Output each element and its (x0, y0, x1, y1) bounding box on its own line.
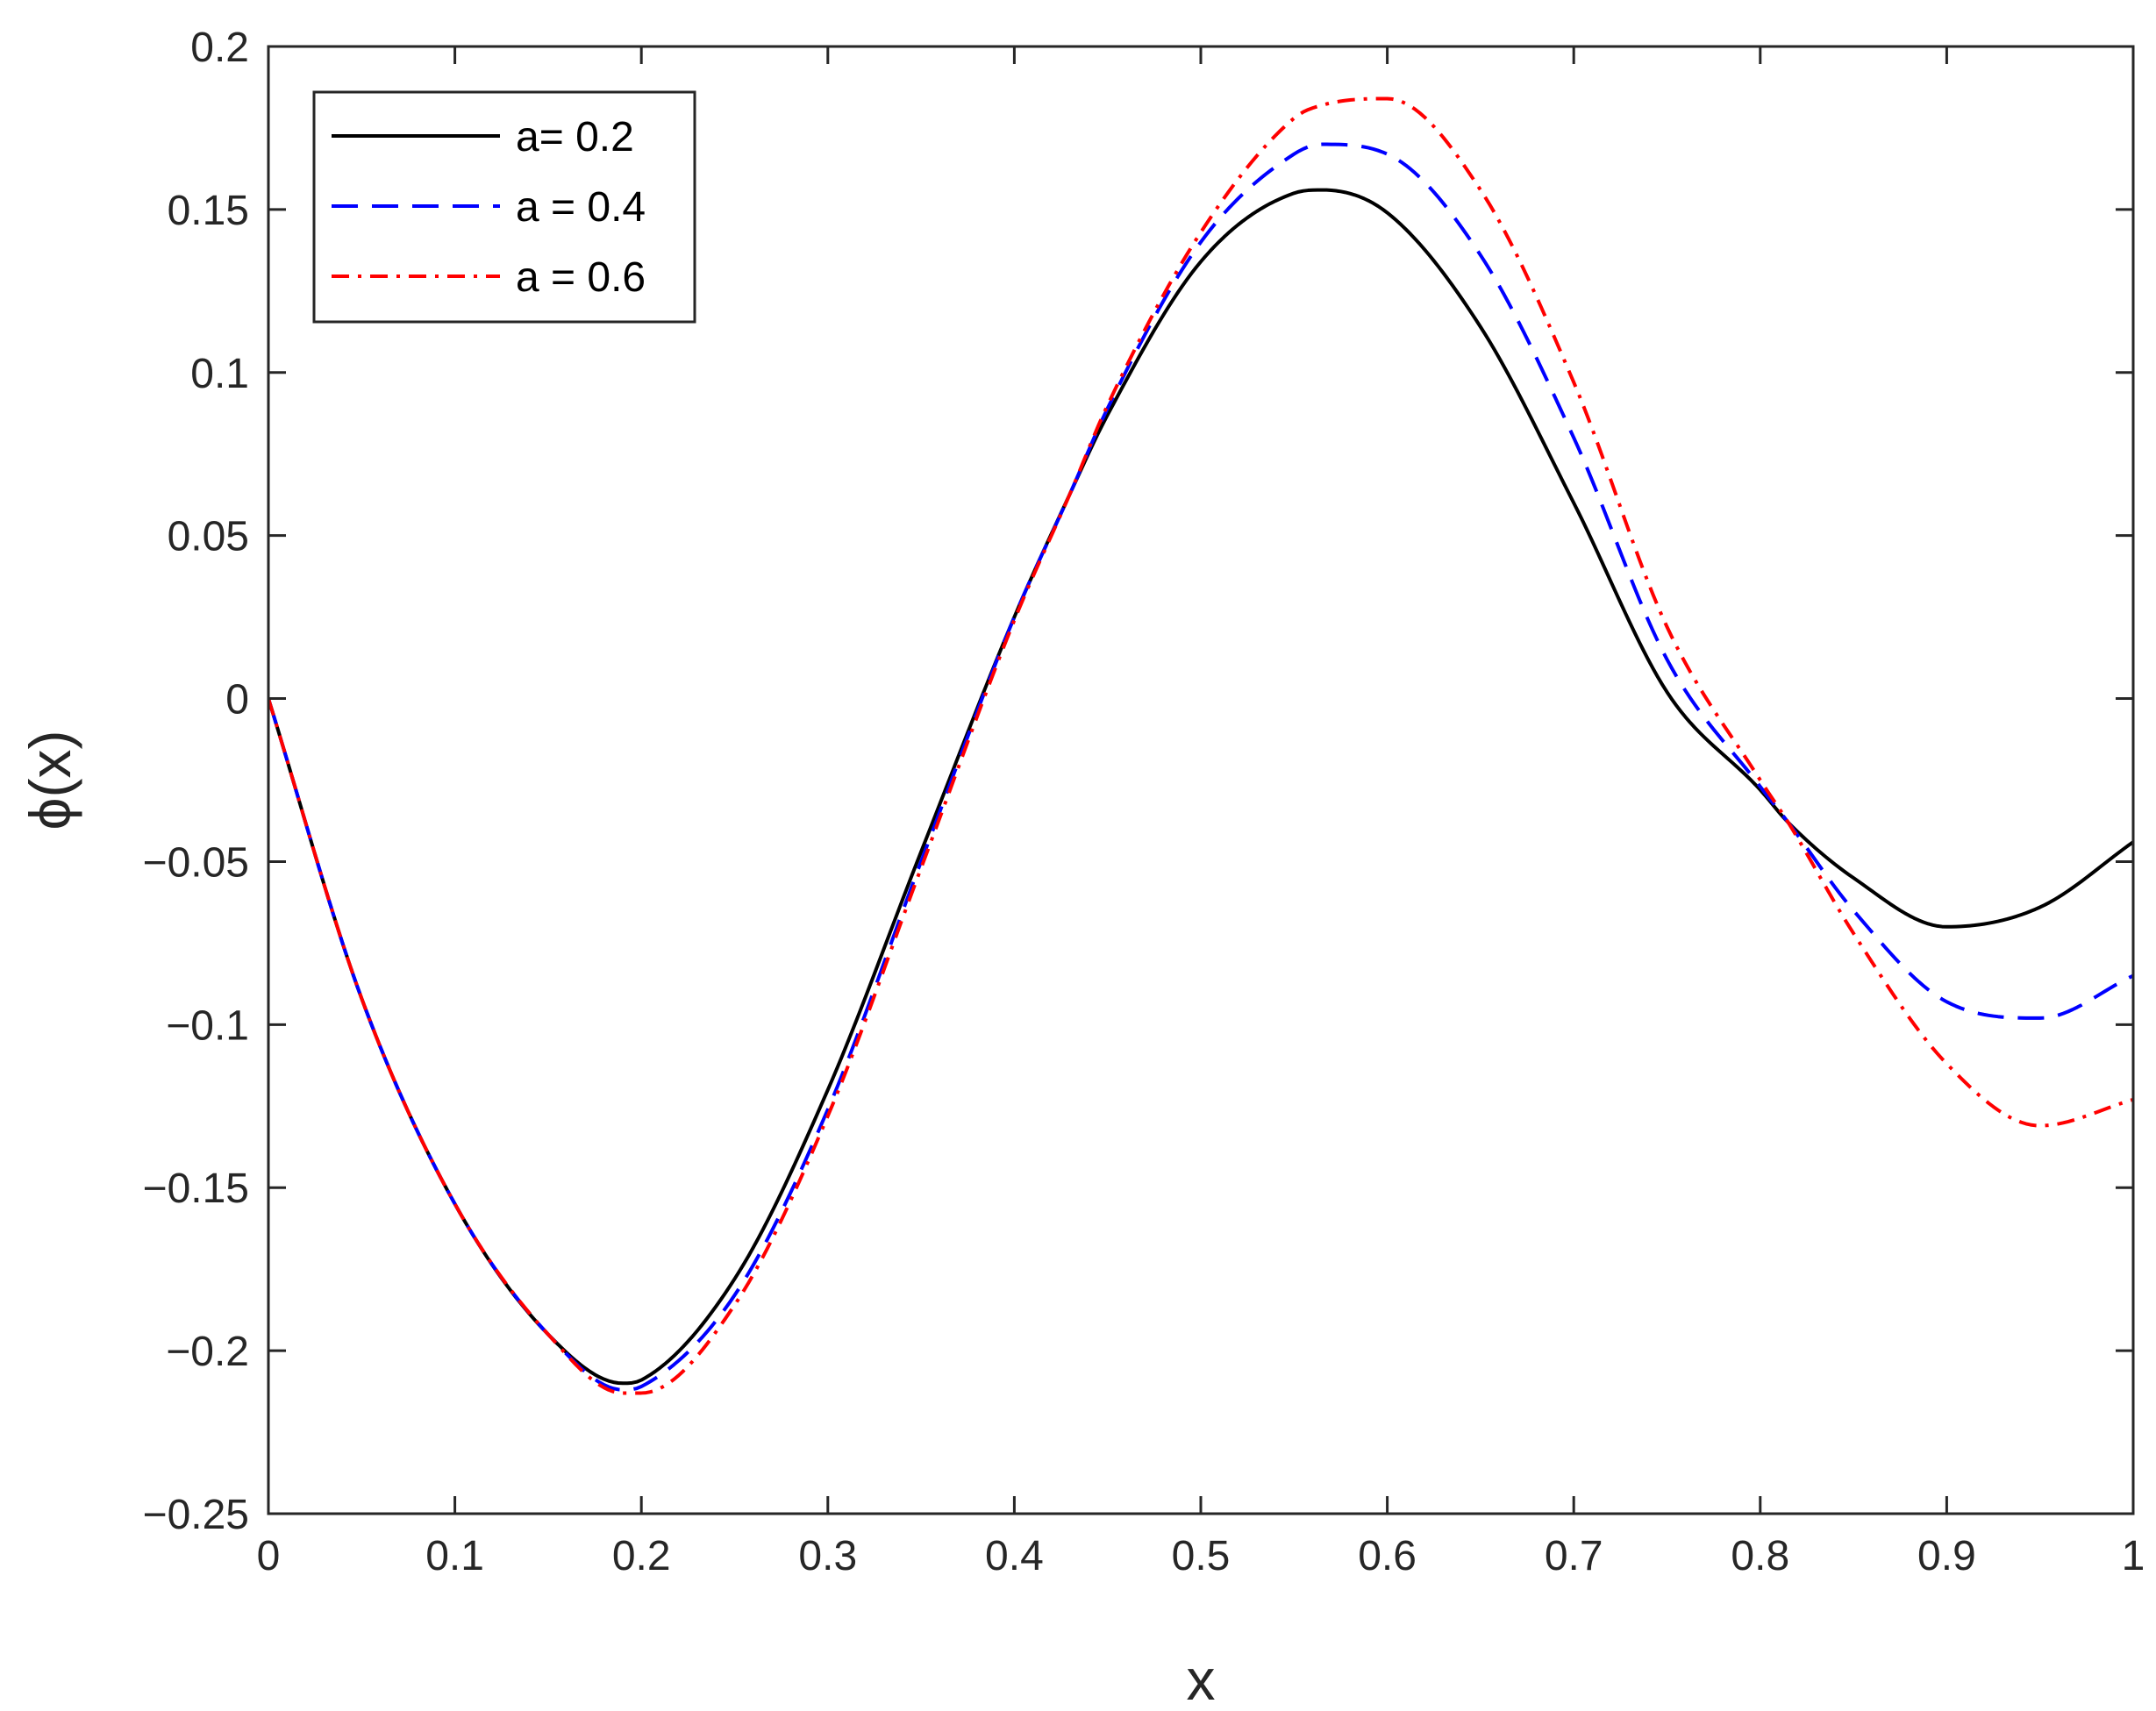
x-tick-label: 0.4 (985, 1533, 1044, 1579)
y-tick-label: −0.05 (143, 839, 249, 886)
y-axis-title: ϕ(x) (18, 731, 82, 831)
series-line-1 (268, 188, 2133, 1386)
x-tick-label: 0.1 (425, 1533, 484, 1579)
x-tick-label: 0 (257, 1533, 281, 1579)
tick-labels: 0 0.1 0.2 0.3 0.4 0.5 0.6 0.7 0.8 0.9 1 −0.25 −0.2 −0… (143, 25, 2145, 1579)
series-layer (268, 96, 2133, 1395)
y-tick-label: −0.1 (166, 1002, 249, 1049)
y-tick-label: 0.05 (168, 514, 249, 560)
x-axis-title: x (1187, 1647, 1216, 1711)
legend-label-3: a = 0.6 (516, 254, 646, 301)
axes (267, 45, 2135, 1515)
y-tick-label: −0.15 (143, 1166, 249, 1212)
x-tick-label: 0.7 (1545, 1533, 1603, 1579)
x-tick-label: 0.8 (1731, 1533, 1789, 1579)
y-tick-label: 0.1 (190, 351, 249, 397)
legend: a= 0.2 a = 0.4 a = 0.6 (312, 90, 696, 324)
y-tick-label: 0 (225, 677, 249, 724)
y-tick-label: −0.25 (143, 1492, 249, 1538)
x-tick-label: 0.5 (1172, 1533, 1231, 1579)
x-tick-label: 0.9 (1917, 1533, 1976, 1579)
x-tick-label: 0.6 (1358, 1533, 1417, 1579)
x-tick-label: 1 (2122, 1533, 2145, 1579)
series-line-3 (268, 96, 2133, 1395)
y-tick-label: 0.2 (190, 25, 249, 71)
y-tick-label: 0.15 (168, 188, 249, 234)
legend-label-1: a= 0.2 (516, 114, 634, 160)
y-tick-label: −0.2 (166, 1329, 249, 1375)
x-tick-label: 0.3 (798, 1533, 857, 1579)
x-tick-label: 0.2 (612, 1533, 671, 1579)
legend-label-2: a = 0.4 (516, 184, 646, 231)
